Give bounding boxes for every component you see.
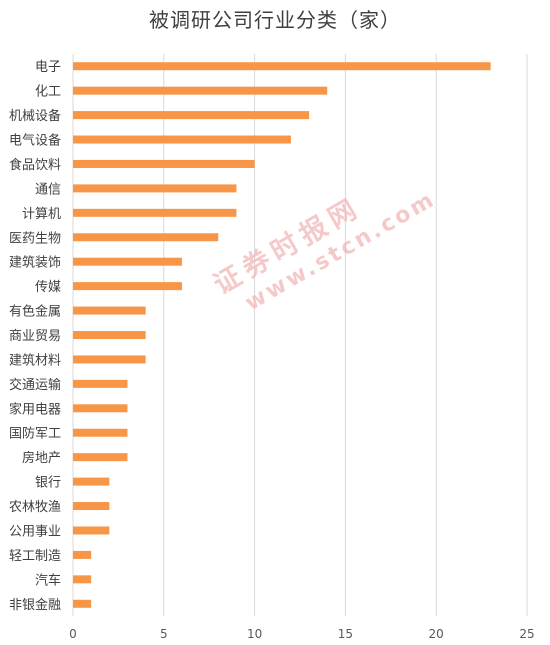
category-label: 家用电器 [9,401,61,417]
bar [73,135,291,144]
category-label: 公用事业 [9,524,61,539]
category-label: 化工 [35,85,61,100]
x-tick-label: 25 [519,627,534,641]
category-label: 机械设备 [9,108,61,124]
bar [73,208,237,217]
bar [73,404,128,413]
category-label: 有色金属 [9,304,61,320]
category-label: 非银金融 [9,597,61,613]
bar [73,575,92,584]
category-label: 计算机 [22,207,61,222]
bar [73,306,146,315]
category-label: 通信 [35,182,61,197]
category-label: 传媒 [35,280,61,295]
bars [73,62,491,608]
category-label: 国防军工 [9,426,61,442]
category-label: 食品饮料 [9,157,61,173]
bar [73,477,110,486]
category-label: 农林牧渔 [9,500,61,515]
x-tick-label: 10 [247,627,262,641]
bar [73,111,310,120]
bar [73,159,255,168]
gridlines [72,54,528,616]
bar [73,62,491,71]
category-label: 电子 [35,60,61,75]
category-label: 建筑装饰 [9,255,61,271]
bar [73,257,182,266]
category-label: 汽车 [35,572,61,588]
category-label: 轻工制造 [9,549,61,564]
bar [73,184,237,193]
bar [73,282,182,291]
category-labels: 电子化工机械设备电气设备食品饮料通信计算机医药生物建筑装饰传媒有色金属商业贸易建… [9,60,61,613]
bar [73,355,146,364]
bar [73,453,128,462]
bar [73,331,146,339]
bar [73,550,92,559]
x-tick-label: 20 [429,627,444,641]
category-label: 电气设备 [9,133,61,149]
bar [73,86,328,95]
x-tick-label: 15 [338,627,353,641]
category-label: 医药生物 [9,231,61,246]
x-tick-labels: 0 5 10 15 20 25 [69,627,534,641]
category-label: 建筑材料 [9,352,61,368]
bar [73,599,92,608]
category-label: 商业贸易 [9,329,61,344]
bar [73,526,110,535]
category-label: 银行 [35,476,61,491]
x-tick-label: 5 [160,627,168,641]
bar [73,428,128,437]
x-tick-label: 0 [69,627,77,641]
bar [73,233,219,242]
bar [73,502,110,511]
category-label: 交通运输 [9,377,61,393]
category-label: 房地产 [22,450,61,466]
bar [73,379,128,388]
chart-title: 被调研公司行业分类（家） [149,8,401,32]
